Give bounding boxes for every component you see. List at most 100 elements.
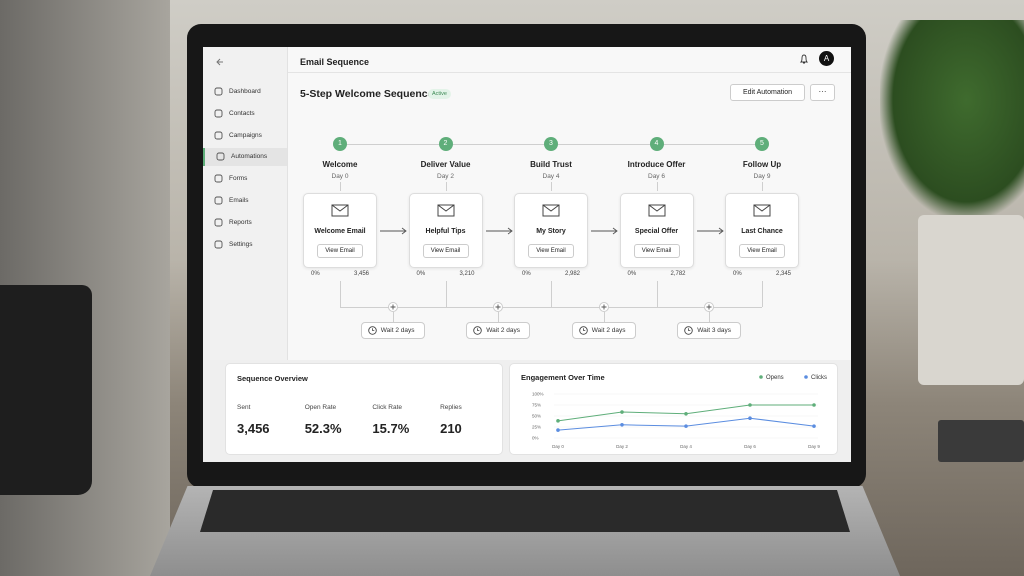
nav-icon-shape [214, 196, 223, 205]
nav-item[interactable]: Emails [203, 192, 287, 210]
nav-item[interactable]: Campaigns [203, 127, 287, 145]
plus-icon [390, 304, 396, 310]
nav-icon-shape [214, 240, 223, 249]
nav-icon-shape [214, 131, 223, 140]
nav-item[interactable]: Reports [203, 214, 287, 232]
data-point [556, 419, 560, 423]
data-point [684, 412, 688, 416]
step-down-line [656, 182, 658, 191]
step-count: 3,456 [353, 271, 369, 277]
step-down-line [762, 182, 763, 191]
nav-icon [214, 174, 223, 183]
nav-label: Settings [229, 240, 253, 248]
chart-panel: Engagement Over Time 0% 25% 50% 75% 100% Day … [509, 363, 838, 455]
arrow-shape [380, 227, 407, 235]
edit-button[interactable]: Edit Automation [730, 84, 805, 101]
arrow-shape [591, 227, 618, 235]
nav-label: Reports [229, 218, 252, 226]
legend-marker [759, 375, 763, 379]
wait-box[interactable]: Wait 2 days [360, 322, 425, 339]
nav-icon-shape [216, 152, 225, 161]
plant-pot [918, 215, 1024, 385]
nav-label: Campaigns [229, 131, 262, 139]
y-tick-label: 25% [532, 425, 541, 430]
clock-hands [371, 328, 375, 331]
data-point [748, 403, 752, 407]
flow-arrow [380, 227, 407, 235]
envelope-shape [331, 204, 349, 217]
x-tick-label: Day 2 [616, 444, 628, 449]
step-connector [656, 281, 658, 307]
nav-label: Emails [229, 197, 249, 204]
plus-shape [390, 304, 396, 310]
view-email-button[interactable]: View Email [739, 244, 785, 258]
plant [880, 20, 1024, 220]
metric-label: Sent [237, 404, 251, 411]
data-point [684, 424, 688, 428]
plus-icon [601, 304, 607, 310]
overview-title: Sequence Overview [237, 374, 308, 383]
plus-icon [706, 304, 712, 310]
email-card: Welcome Email View Email [303, 193, 377, 268]
metric-value: 15.7% [372, 421, 410, 436]
view-email-button[interactable]: View Email [528, 244, 574, 258]
nav-item[interactable]: Dashboard [203, 83, 287, 101]
step-down-line [340, 182, 341, 191]
clock-face [579, 326, 588, 335]
step-count: 2,782 [670, 271, 686, 277]
step-connector [340, 281, 341, 307]
nav-icon [214, 87, 223, 96]
nav-icon [214, 109, 223, 118]
wait-box[interactable]: Wait 2 days [571, 322, 636, 339]
add-step-button[interactable] [598, 302, 609, 312]
clock-hands [477, 328, 480, 331]
avatar[interactable]: A [819, 51, 834, 66]
wait-connector [392, 312, 394, 322]
wait-connector [498, 312, 500, 322]
nav-item[interactable]: Contacts [203, 105, 287, 123]
step-count: 2,982 [564, 271, 580, 277]
step-down-line [445, 182, 447, 191]
wait-box[interactable]: Wait 3 days [677, 322, 742, 339]
view-email-button[interactable]: View Email [633, 244, 680, 258]
wait-label: Wait 2 days [380, 327, 415, 334]
arrow-shape [485, 227, 513, 235]
add-step-button[interactable] [704, 302, 715, 312]
envelope-shape [648, 204, 665, 217]
email-card: Special Offer View Email [619, 193, 694, 268]
flow-arrow [485, 227, 513, 235]
nav-item[interactable]: Automations [203, 148, 287, 167]
plus-shape [706, 304, 712, 310]
email-title: Helpful Tips [425, 228, 466, 235]
automation-title: 5-Step Welcome Sequence [300, 88, 434, 100]
view-email-button[interactable]: View Email [317, 244, 363, 258]
notification-bell[interactable] [799, 54, 809, 65]
back-arrow[interactable] [215, 57, 225, 67]
wait-connector [709, 312, 711, 322]
add-step-button[interactable] [387, 302, 398, 312]
step-connector [762, 281, 763, 307]
clock-face [684, 326, 693, 335]
nav-label: Contacts [229, 109, 255, 117]
nav-icon-shape [214, 87, 223, 96]
data-point [620, 410, 624, 414]
nav-item[interactable]: Settings [203, 236, 287, 254]
wait-connector [603, 312, 605, 322]
plus-icon [495, 304, 501, 310]
page-title: Email Sequence [300, 57, 370, 67]
more-button[interactable]: ··· [810, 84, 835, 101]
view-email-button[interactable]: View Email [422, 244, 469, 258]
series-line [557, 417, 815, 431]
x-tick-label: Day 6 [744, 444, 756, 449]
nav-icon [214, 196, 223, 205]
nav-item[interactable]: Forms [203, 170, 287, 188]
x-tick-label: Day 9 [808, 444, 820, 449]
step-connector [551, 281, 552, 307]
legend-label: Clicks [811, 375, 827, 381]
add-step-button[interactable] [493, 302, 504, 312]
wait-box[interactable]: Wait 2 days [466, 322, 531, 339]
data-point [812, 403, 816, 407]
step-count: 3,210 [459, 271, 475, 277]
nav-icon-shape [214, 109, 223, 118]
email-title: Welcome Email [314, 228, 366, 235]
